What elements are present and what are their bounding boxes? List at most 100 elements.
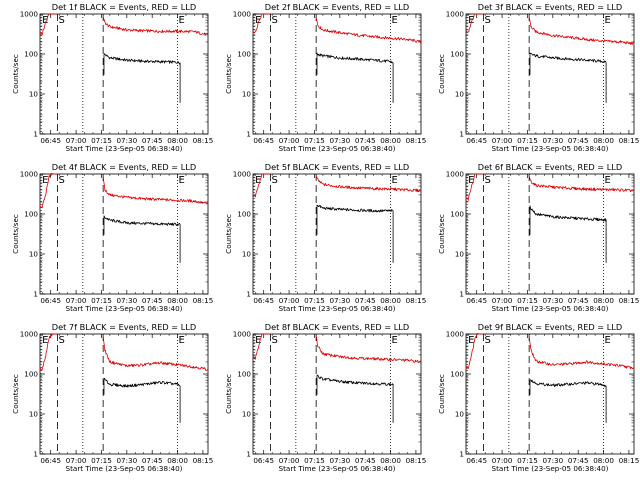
x-tick-label: 07:00: [492, 456, 513, 465]
panel-det-9: Det 9f BLACK = Events, RED = LLD 1 10 100 10…: [437, 322, 639, 473]
x-tick-label: 07:45: [142, 456, 163, 465]
panel-det-5: Det 5f BLACK = Events, RED = LLD 1 10 100 10…: [224, 162, 426, 313]
y-tick-label: 1000: [20, 170, 39, 179]
panel-title: Det 2f BLACK = Events, RED = LLD: [265, 2, 409, 12]
x-tick-label: 07:15: [517, 456, 538, 465]
lld-series-line: [102, 334, 209, 371]
x-tick-label: 08:15: [406, 296, 427, 305]
plot-frame: [39, 13, 209, 135]
x-tick-label: 08:15: [619, 136, 640, 145]
x-axis-label: Start Time (23-Sep-05 06:38:40): [66, 144, 183, 153]
marker-label: S: [484, 175, 490, 186]
y-tick-label: 1: [459, 130, 464, 139]
lld-series-line: [102, 16, 209, 36]
x-tick-label: 08:00: [380, 456, 401, 465]
y-tick-label: 100: [450, 210, 464, 219]
x-tick-label: 07:30: [116, 136, 137, 145]
x-tick-label: 06:45: [466, 456, 487, 465]
x-tick-label: 07:45: [355, 296, 376, 305]
y-tick-label: 1000: [20, 330, 39, 339]
x-tick-label: 07:45: [142, 136, 163, 145]
x-tick-label: 08:00: [380, 296, 401, 305]
x-axis-label: Start Time (23-Sep-05 06:38:40): [492, 304, 609, 313]
lld-series-line: [465, 173, 484, 201]
marker-label: S: [58, 335, 64, 346]
x-tick-label: 06:45: [466, 136, 487, 145]
panel-det-6: Det 6f BLACK = Events, RED = LLD 1 10 100 10…: [437, 162, 639, 313]
y-tick-label: 10: [455, 90, 465, 99]
events-series-line: [316, 204, 394, 263]
y-axis-label: Counts/sec: [11, 374, 20, 414]
y-tick-label: 10: [455, 410, 465, 419]
lld-series-line: [252, 173, 271, 198]
lld-series-line: [465, 13, 484, 33]
panel-title: Det 3f BLACK = Events, RED = LLD: [478, 2, 622, 12]
x-tick-label: 07:30: [542, 136, 563, 145]
x-axis-label: Start Time (23-Sep-05 06:38:40): [279, 464, 396, 473]
events-series-line: [103, 215, 181, 263]
plot-frame: [39, 333, 209, 455]
plot-frame: [252, 173, 422, 295]
lld-series-line: [39, 13, 58, 36]
lld-series-line: [39, 172, 58, 209]
y-tick-label: 10: [29, 410, 39, 419]
y-tick-label: 100: [237, 50, 251, 59]
marker-label: E: [255, 175, 261, 186]
x-tick-label: 08:00: [167, 296, 188, 305]
y-tick-label: 100: [450, 370, 464, 379]
x-tick-label: 07:45: [568, 456, 589, 465]
marker-label: E: [42, 335, 48, 346]
x-tick-label: 07:15: [517, 136, 538, 145]
panel-title: Det 6f BLACK = Events, RED = LLD: [478, 162, 622, 172]
y-tick-label: 100: [24, 370, 38, 379]
marker-label: S: [271, 335, 277, 346]
panel-title: Det 1f BLACK = Events, RED = LLD: [52, 2, 196, 12]
x-tick-label: 07:30: [329, 456, 350, 465]
lld-series-line: [315, 174, 422, 193]
y-tick-label: 1: [459, 450, 464, 459]
lld-series-line: [528, 335, 635, 370]
x-tick-label: 07:15: [304, 296, 325, 305]
x-tick-label: 07:30: [329, 296, 350, 305]
x-tick-label: 07:00: [492, 296, 513, 305]
events-series-line: [103, 377, 181, 423]
x-tick-label: 06:45: [466, 296, 487, 305]
x-tick-label: 08:00: [593, 296, 614, 305]
x-tick-label: 08:15: [193, 136, 214, 145]
y-tick-label: 1: [33, 290, 38, 299]
events-series-line: [103, 53, 181, 103]
panel-det-1: Det 1f BLACK = Events, RED = LLD 1 10 100 10…: [11, 2, 213, 153]
x-tick-label: 07:00: [279, 296, 300, 305]
marker-label: S: [271, 15, 277, 26]
x-tick-label: 07:45: [568, 136, 589, 145]
lld-series-line: [252, 13, 271, 34]
panel-title: Det 4f BLACK = Events, RED = LLD: [52, 162, 196, 172]
lld-series-line: [315, 17, 422, 44]
panel-det-2: Det 2f BLACK = Events, RED = LLD 1 10 100 10…: [224, 2, 426, 153]
x-tick-label: 08:15: [193, 296, 214, 305]
lld-series-line: [528, 16, 635, 45]
panel-det-8: Det 8f BLACK = Events, RED = LLD 1 10 100 10…: [224, 322, 426, 473]
x-tick-label: 07:15: [304, 456, 325, 465]
lld-series-line: [102, 174, 209, 205]
x-axis-label: Start Time (23-Sep-05 06:38:40): [66, 464, 183, 473]
marker-label: E: [605, 15, 611, 26]
x-tick-label: 07:00: [66, 136, 87, 145]
plot-frame: [39, 173, 209, 295]
x-tick-label: 07:00: [279, 136, 300, 145]
x-tick-label: 06:45: [40, 136, 61, 145]
x-tick-label: 07:45: [355, 456, 376, 465]
marker-label: E: [392, 15, 398, 26]
panel-det-3: Det 3f BLACK = Events, RED = LLD 1 10 100 10…: [437, 2, 639, 153]
y-axis-label: Counts/sec: [11, 214, 20, 254]
x-tick-label: 08:15: [406, 456, 427, 465]
y-tick-label: 1: [459, 290, 464, 299]
x-tick-label: 07:30: [542, 296, 563, 305]
y-tick-label: 10: [242, 90, 252, 99]
y-tick-label: 10: [29, 250, 39, 259]
marker-label: E: [468, 335, 474, 346]
marker-label: E: [255, 335, 261, 346]
y-axis-label: Counts/sec: [224, 374, 233, 414]
x-axis-label: Start Time (23-Sep-05 06:38:40): [279, 144, 396, 153]
y-tick-label: 100: [24, 50, 38, 59]
